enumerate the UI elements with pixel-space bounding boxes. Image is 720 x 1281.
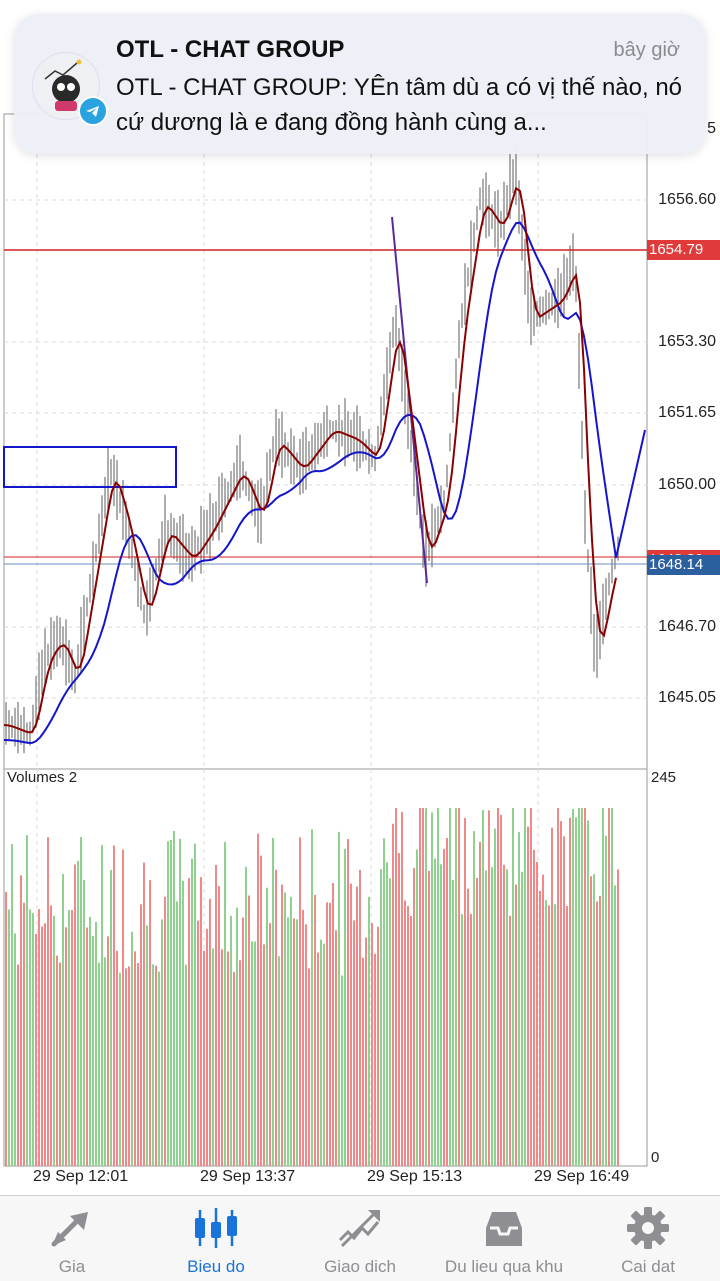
tab-du-lieu-qua-khu[interactable]: Du lieu qua khu	[432, 1196, 576, 1281]
volume-axis-max: 245	[651, 769, 677, 786]
gear-icon	[627, 1207, 669, 1249]
inbox-icon	[486, 1212, 522, 1246]
volumes-indicator-title: Volumes 2	[7, 769, 78, 786]
time-axis-label: 29 Sep 12:01	[33, 1168, 129, 1185]
chart-area[interactable]: 5 1656.60 1653.30 1651.65 1650.00 1646.7…	[0, 0, 720, 1195]
push-notification[interactable]: OTL - CHAT GROUP bây giờ OTL - CHAT GROU…	[14, 14, 706, 154]
tab-giao-dich[interactable]: Giao dich	[288, 1196, 432, 1281]
notification-time: bây giờ	[613, 39, 680, 61]
price-axis-partial-label: 5	[707, 120, 716, 137]
bottom-tab-bar: Gia Bieu do Giao dich Du lieu qua khu	[0, 1195, 720, 1281]
price-axis-label: 1646.70	[658, 618, 716, 635]
tab-label: Giao dich	[324, 1257, 396, 1276]
tab-label: Du lieu qua khu	[444, 1257, 564, 1276]
time-axis-label: 29 Sep 13:37	[200, 1168, 296, 1185]
time-axis-label: 29 Sep 15:13	[367, 1168, 463, 1185]
volume-bars	[5, 808, 619, 1166]
trade-icon	[338, 1210, 380, 1248]
price-axis-label: 1653.30	[658, 333, 716, 350]
price-axis-label: 1645.05	[658, 689, 716, 706]
robot-avatar-icon	[44, 59, 82, 111]
price-axis-label: 1656.60	[658, 191, 716, 208]
tab-gia[interactable]: Gia	[0, 1196, 144, 1281]
tab-label: Gia	[58, 1257, 86, 1276]
tab-bieu-do[interactable]: Bieu do	[144, 1196, 288, 1281]
tab-label: Bieu do	[187, 1257, 245, 1276]
price-axis-label: 1651.65	[658, 404, 716, 421]
chart-grid	[4, 114, 647, 1166]
moving-average-fast	[3, 186, 617, 734]
candlestick-icon	[195, 1208, 237, 1248]
price-candles	[5, 148, 619, 754]
volume-pane-frame	[3, 768, 648, 1167]
price-trend-icon	[51, 1212, 88, 1247]
telegram-icon	[78, 96, 108, 126]
price-axis-label: 1650.00	[658, 476, 716, 493]
price-tag-resistance: 1654.79	[647, 240, 720, 260]
zone-rectangle[interactable]	[3, 446, 177, 488]
notification-body: OTL - CHAT GROUP: YÊn tâm dù a có vị thế…	[116, 74, 683, 136]
price-chart[interactable]	[0, 0, 720, 1195]
time-axis-label: 29 Sep 16:49	[534, 1168, 630, 1185]
volume-axis-min: 0	[651, 1149, 660, 1166]
price-tag-current: 1648.14	[647, 555, 720, 575]
moving-average-slow	[3, 221, 646, 744]
tab-label: Cai dat	[621, 1257, 675, 1276]
notification-title: OTL - CHAT GROUP	[116, 36, 345, 63]
tab-cai-dat[interactable]: Cai dat	[576, 1196, 720, 1281]
